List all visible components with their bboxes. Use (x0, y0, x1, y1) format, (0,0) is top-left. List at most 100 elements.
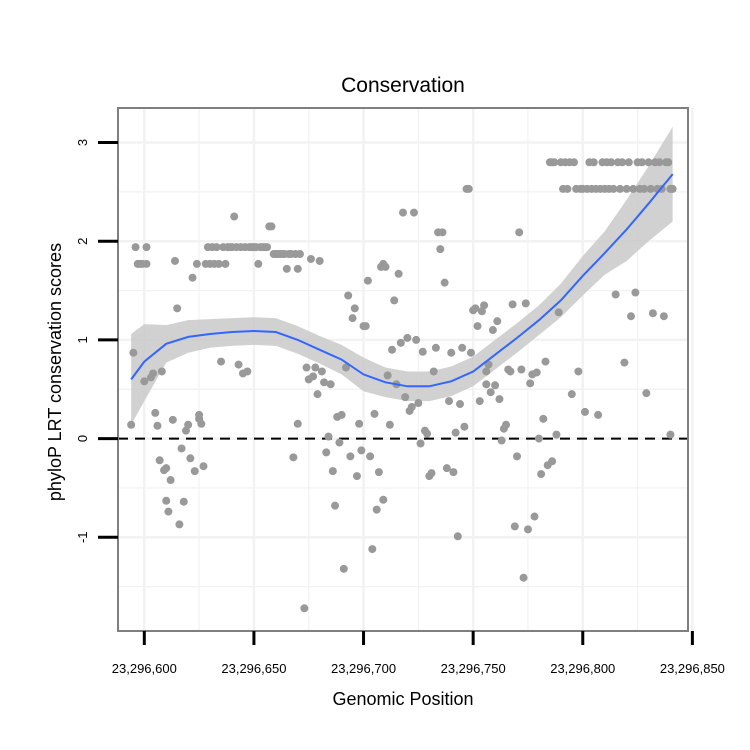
x-axis-label: Genomic Position (332, 689, 473, 709)
data-point (508, 300, 517, 309)
y-tick-label: 1 (75, 336, 90, 343)
data-point (326, 380, 335, 389)
data-point (629, 184, 638, 193)
data-point (616, 184, 625, 193)
data-point (331, 501, 340, 510)
data-point (140, 377, 149, 386)
data-point (337, 410, 346, 419)
data-point (188, 273, 197, 282)
data-point (609, 184, 618, 193)
data-point (324, 432, 333, 441)
data-point (142, 259, 151, 268)
data-point (346, 452, 355, 461)
data-point (357, 446, 366, 455)
data-point (659, 312, 668, 321)
data-point (306, 254, 315, 263)
data-point (162, 464, 171, 473)
data-point (352, 472, 361, 481)
data-point (488, 326, 497, 335)
data-point (131, 243, 140, 252)
data-point (513, 452, 521, 461)
data-point (611, 290, 620, 299)
data-points (127, 158, 677, 613)
data-point (449, 468, 458, 477)
data-point (390, 296, 399, 305)
data-point (412, 335, 421, 344)
data-point (350, 304, 359, 313)
data-point (552, 430, 561, 439)
data-point (368, 545, 377, 554)
data-point (263, 243, 272, 252)
data-point (342, 363, 350, 372)
data-point (173, 304, 182, 313)
data-point (409, 208, 418, 217)
data-point (436, 245, 445, 254)
data-point (554, 308, 563, 317)
data-point (589, 158, 598, 167)
data-point (379, 495, 388, 504)
smooth-line (130, 173, 674, 388)
data-point (451, 428, 460, 437)
data-point (438, 228, 447, 237)
data-point (394, 269, 403, 278)
y-axis-label: phyloP LRT conservation scores (45, 243, 65, 501)
data-point (526, 379, 535, 388)
data-point (627, 312, 635, 321)
x-axis: 23,296,600 23,296,650 23,296,700 23,296,750… (112, 631, 725, 676)
data-point (640, 184, 649, 193)
data-point (427, 469, 436, 478)
data-point (539, 414, 548, 423)
data-point (171, 256, 179, 265)
grid (118, 108, 694, 631)
data-point (530, 512, 539, 521)
data-point (184, 420, 193, 429)
data-point (648, 309, 657, 318)
plot-panel (118, 108, 688, 631)
data-point (293, 419, 302, 428)
x-tick-label: 23,296,750 (441, 661, 506, 676)
data-point (480, 301, 489, 310)
data-point (466, 348, 475, 357)
data-point (363, 276, 372, 285)
data-point (129, 348, 138, 357)
data-point (458, 343, 467, 352)
data-point (317, 367, 326, 376)
data-point (580, 407, 589, 416)
data-point (482, 380, 491, 389)
chart-title: Conservation (341, 74, 465, 97)
data-point (655, 158, 664, 167)
data-point (453, 532, 462, 541)
data-point (335, 438, 344, 447)
data-point (510, 522, 519, 531)
data-point (344, 291, 353, 300)
data-point (164, 507, 173, 516)
data-point (142, 243, 151, 252)
data-point (515, 228, 524, 237)
data-point (471, 304, 480, 313)
data-point (401, 393, 410, 402)
data-point (563, 184, 572, 193)
data-point (212, 243, 221, 252)
data-point (295, 250, 304, 259)
y-tick-label: -1 (75, 531, 90, 543)
data-point (195, 410, 204, 419)
data-point (418, 347, 427, 356)
data-point (221, 259, 230, 268)
data-point (289, 453, 298, 462)
data-point (442, 464, 451, 473)
data-point (186, 454, 195, 463)
data-point (339, 564, 348, 573)
data-point (127, 420, 136, 429)
data-point (506, 367, 515, 376)
data-point (567, 390, 576, 399)
data-point (300, 604, 309, 613)
data-point (414, 399, 423, 408)
data-point (234, 360, 243, 369)
data-point (199, 462, 208, 471)
data-point (243, 367, 252, 376)
data-point (149, 369, 158, 378)
data-point (486, 388, 495, 397)
data-point (456, 400, 464, 409)
data-point (309, 372, 318, 381)
